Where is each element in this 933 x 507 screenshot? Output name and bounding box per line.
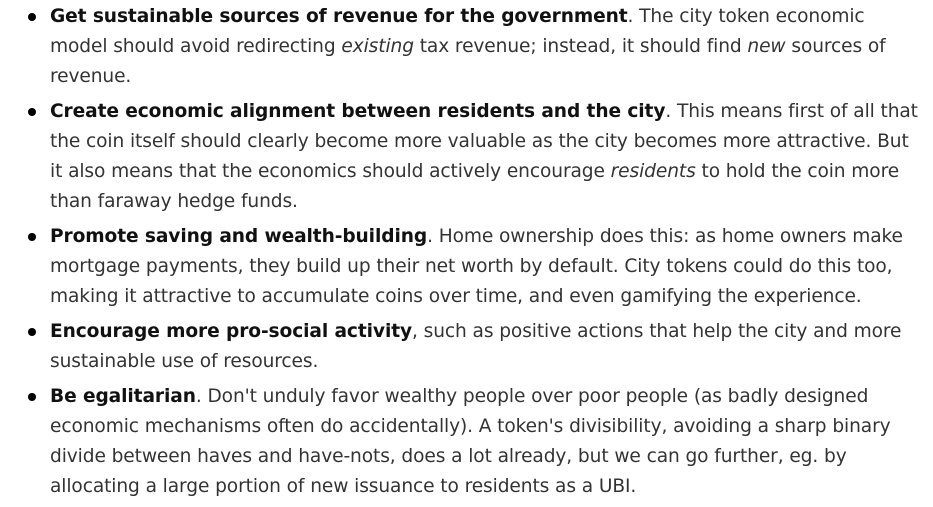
list-item: Create economic alignment between reside… [0, 97, 933, 217]
goal-title: Get sustainable sources of revenue for t… [50, 6, 628, 27]
goal-emphasis: existing [341, 36, 414, 57]
goal-text: . Home ownership does this: as home owne… [50, 226, 903, 307]
goal-text: to hold the coin more than faraway hedge… [50, 161, 900, 212]
goal-title: Encourage more pro-social activity [50, 321, 413, 342]
goal-emphasis: new [747, 36, 786, 57]
goal-text: . The city token economic model should a… [50, 6, 865, 57]
list-item: Encourage more pro-social activity, such… [0, 317, 933, 377]
bullet-icon [28, 13, 36, 21]
list-item: Get sustainable sources of revenue for t… [0, 2, 933, 92]
goal-emphasis: residents [610, 161, 696, 182]
article-content: Get sustainable sources of revenue for t… [28, 6, 918, 497]
bullet-icon [28, 328, 36, 336]
goal-title: Be egalitarian [50, 386, 196, 407]
list-item: Be egalitarian. Don't unduly favor wealt… [0, 382, 933, 502]
goal-text: sources of revenue. [50, 36, 886, 87]
bullet-icon [28, 393, 36, 401]
goal-text: tax revenue; instead, it should find [413, 36, 748, 57]
bullet-icon [28, 233, 36, 241]
goal-title: Promote saving and wealth-building [50, 226, 428, 247]
list-item: Promote saving and wealth-building. Home… [0, 222, 933, 312]
goal-title: Create economic alignment between reside… [50, 101, 666, 122]
goal-text: . This means first of all that the coin … [50, 101, 918, 182]
bullet-icon [28, 108, 36, 116]
goal-text: , such as positive actions that help the… [50, 321, 902, 372]
